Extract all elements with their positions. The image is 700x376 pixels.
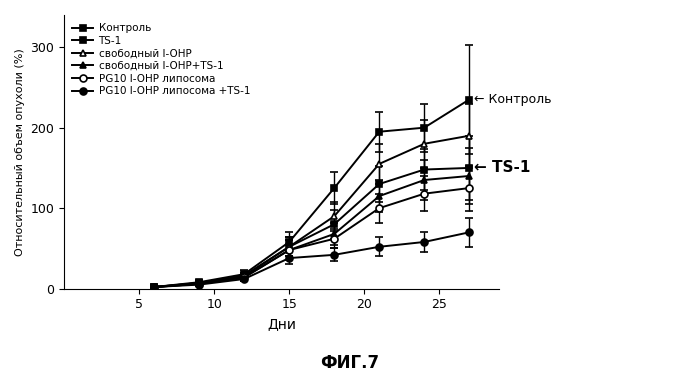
Text: ФИГ.7: ФИГ.7 bbox=[321, 354, 379, 372]
Y-axis label: Относительный объем опухоли (%): Относительный объем опухоли (%) bbox=[15, 48, 25, 256]
X-axis label: Дни: Дни bbox=[267, 317, 296, 331]
Text: ← Контроль: ← Контроль bbox=[474, 93, 552, 106]
Legend: Контроль, TS-1, свободный l-OHP, свободный l-OHP+TS-1, PG10 l-OHP липосома, PG10: Контроль, TS-1, свободный l-OHP, свободн… bbox=[69, 20, 253, 100]
Text: ← TS-1: ← TS-1 bbox=[474, 161, 530, 176]
